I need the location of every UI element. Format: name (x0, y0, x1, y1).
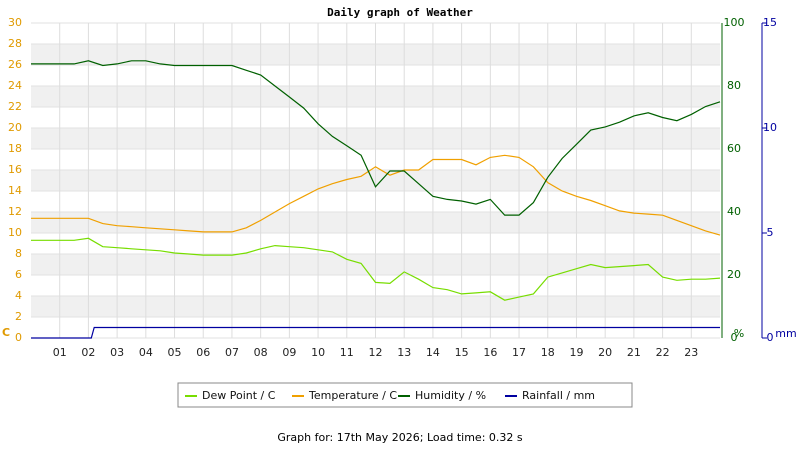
y-tick-label: 10 (8, 226, 22, 239)
x-tick-label: 10 (311, 346, 325, 359)
x-tick-label: 20 (598, 346, 612, 359)
x-tick-label: 21 (627, 346, 641, 359)
y3-axis-unit: mm (775, 327, 796, 340)
series-line (31, 237, 721, 301)
y-tick-label: 18 (8, 142, 22, 155)
y2-tick-label: 80 (727, 79, 741, 92)
y3-tick-label: 0 (767, 331, 774, 344)
y2-axis-unit: % (734, 327, 744, 340)
y2-tick-label: 100 (724, 16, 745, 29)
y2-tick-label: 60 (727, 142, 741, 155)
y-tick-label: 26 (8, 58, 22, 71)
chart-title: Daily graph of Weather (327, 6, 473, 19)
x-tick-label: 19 (569, 346, 583, 359)
legend-label: Temperature / C (308, 389, 397, 402)
x-tick-label: 03 (110, 346, 124, 359)
legend-label: Dew Point / C (202, 389, 276, 402)
x-tick-label: 05 (168, 346, 182, 359)
series-line (31, 154, 721, 236)
y-tick-label: 12 (8, 205, 22, 218)
legend-label: Rainfall / mm (522, 389, 595, 402)
y2-tick-label: 0 (731, 331, 738, 344)
x-tick-label: 04 (139, 346, 153, 359)
footer: Graph for: 17th May 2026; Load time: 0.3… (277, 431, 523, 444)
y-axis-unit: C (2, 326, 10, 339)
series-line (31, 326, 720, 339)
x-tick-label: 23 (684, 346, 698, 359)
y-tick-label: 8 (15, 247, 22, 260)
x-tick-label: 07 (225, 346, 239, 359)
x-tick-label: 16 (483, 346, 497, 359)
x-tick-label: 11 (340, 346, 354, 359)
y-tick-label: 2 (15, 310, 22, 323)
series-line (31, 60, 721, 216)
y-tick-label: 0 (15, 331, 22, 344)
y3-tick-label: 15 (763, 16, 777, 29)
legend: Dew Point / C Temperature / C Humidity / %… (177, 382, 633, 408)
x-tick-label: 02 (81, 346, 95, 359)
x-tick-label: 09 (282, 346, 296, 359)
x-tick-label: 06 (196, 346, 210, 359)
legend-label: Humidity / % (415, 389, 486, 402)
y3-tick-label: 5 (767, 226, 774, 239)
x-tick-label: 01 (53, 346, 67, 359)
x-tick-label: 13 (397, 346, 411, 359)
y2-tick-label: 40 (727, 205, 741, 218)
y-tick-label: 4 (15, 289, 22, 302)
y-tick-label: 16 (8, 163, 22, 176)
y-tick-label: 6 (15, 268, 22, 281)
x-tick-label: 08 (254, 346, 268, 359)
x-tick-label: 18 (541, 346, 555, 359)
y-tick-label: 22 (8, 100, 22, 113)
y2-tick-label: 20 (727, 268, 741, 281)
y-tick-label: 20 (8, 121, 22, 134)
y-tick-label: 28 (8, 37, 22, 50)
y-tick-label: 30 (8, 16, 22, 29)
x-tick-label: 17 (512, 346, 526, 359)
x-tick-label: 14 (426, 346, 440, 359)
y-tick-label: 24 (8, 79, 22, 92)
x-tick-label: 15 (455, 346, 469, 359)
y-tick-label: 14 (8, 184, 22, 197)
y3-tick-label: 10 (763, 121, 777, 134)
x-tick-label: 22 (656, 346, 670, 359)
x-tick-label: 12 (369, 346, 383, 359)
